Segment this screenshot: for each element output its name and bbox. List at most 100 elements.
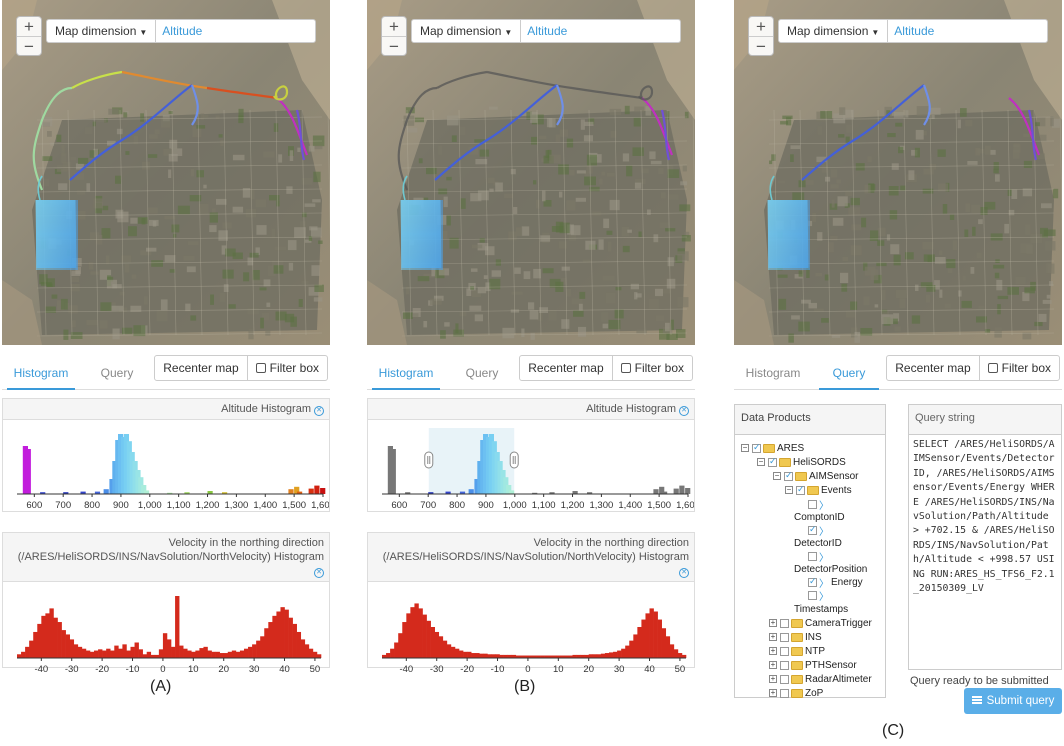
checkbox[interactable] [808,499,817,509]
checkbox[interactable] [780,646,789,656]
tree-node-aimsensor[interactable]: −AIMSensor [773,470,858,482]
tree-node-zop[interactable]: + ZoP [769,687,824,699]
zoom-out-button[interactable]: − [749,36,773,56]
map-texture [284,313,295,323]
checkbox[interactable] [784,470,793,481]
close-icon[interactable]: ✕ [679,406,689,416]
checkbox[interactable] [808,551,817,561]
map-texture [438,145,443,155]
tree-node-timestamps[interactable]: Timestamps [794,603,849,615]
satellite-map[interactable] [2,0,330,345]
tree-node-comptonid[interactable]: ComptonID [794,511,845,523]
chevron-right-icon[interactable]: 〉 [819,578,829,590]
zoom-out-button[interactable]: − [17,36,41,56]
map-dimension-dropdown[interactable]: Map dimension ▼ [47,20,157,42]
tree-node-events[interactable]: −Events [785,484,852,496]
map-texture [880,290,886,300]
chevron-right-icon[interactable]: 〉 [819,591,829,603]
tab-query[interactable]: Query [465,366,499,380]
map-view[interactable]: + − Map dimension ▼ Altitude [2,0,330,345]
map-texture [232,154,245,161]
checkbox[interactable] [780,674,789,684]
tree-node-detectorposition[interactable]: DetectorPosition [794,563,868,575]
altitude-histogram-chart[interactable]: 600 700 800 900 1,000 1,100 1,200 1,300 1,400 1,5… [368,420,700,512]
checkbox[interactable] [808,524,817,535]
submit-query-button[interactable]: Submit query [964,688,1062,714]
tree-node-pthsensor[interactable]: + PTHSensor [769,659,857,671]
checkbox[interactable] [780,618,789,628]
tree-leaf-toggle[interactable]: 〉 [808,550,831,564]
chevron-right-icon[interactable]: 〉 [819,552,829,564]
tree-node-ntp[interactable]: + NTP [769,645,825,657]
histogram-bar [548,655,553,658]
filter-box-toggle[interactable]: Filter box [246,356,327,380]
map-view[interactable]: + − Map dimension ▼ Altitude [367,0,695,345]
expand-icon[interactable]: + [769,632,777,641]
map-view[interactable]: + − Map dimension ▼ Altitude [734,0,1062,345]
expand-icon[interactable]: + [769,660,777,669]
zoom-in-button[interactable]: + [24,17,34,36]
tab-histogram[interactable]: Histogram [372,366,440,390]
map-texture [994,272,1000,279]
map-dimension-value[interactable]: Altitude [162,24,203,38]
expand-icon[interactable]: + [769,688,777,697]
tree-node-cameratrigger[interactable]: + CameraTrigger [769,617,872,629]
checkbox[interactable] [768,456,777,467]
map-dimension-dropdown[interactable]: Map dimension ▼ [779,20,889,42]
zoom-out-button[interactable]: − [382,36,406,56]
map-texture [1025,224,1031,235]
tab-query[interactable]: Query [819,366,879,390]
x-tick-label: 40 [279,664,290,675]
collapse-icon[interactable]: − [773,471,781,480]
tree-node-energy[interactable]: 〉Energy [808,576,863,590]
zoom-in-button[interactable]: + [389,17,399,36]
filter-box-toggle[interactable]: Filter box [978,356,1059,380]
histogram-bar [468,489,474,494]
checkbox[interactable] [808,590,817,600]
chevron-right-icon[interactable]: 〉 [819,526,829,538]
expand-icon[interactable]: + [769,618,777,627]
map-texture [451,135,457,142]
checkbox[interactable] [808,576,817,587]
x-tick-label: 1,300 [590,500,614,511]
tab-histogram[interactable]: Histogram [745,366,801,380]
recenter-map-button[interactable]: Recenter map [895,361,971,375]
recenter-map-button[interactable]: Recenter map [528,361,604,375]
expand-icon[interactable]: + [769,646,777,655]
zoom-in-button[interactable]: + [756,17,766,36]
expand-icon[interactable]: + [769,674,777,683]
close-icon[interactable]: ✕ [314,568,324,578]
tab-query[interactable]: Query [100,366,134,380]
collapse-icon[interactable]: − [785,485,793,494]
tree-node-detectorid[interactable]: DetectorID [794,537,842,549]
checkbox[interactable] [752,442,761,453]
recenter-map-button[interactable]: Recenter map [163,361,239,375]
satellite-map[interactable] [367,0,695,345]
tree-leaf-toggle[interactable]: 〉 [808,524,831,538]
checkbox[interactable] [780,632,789,642]
checkbox[interactable] [780,688,789,698]
filter-box-toggle[interactable]: Filter box [611,356,692,380]
tree-leaf-toggle[interactable]: 〉 [808,498,831,512]
tree-node-ares[interactable]: −ARES [741,442,804,454]
tree-node-ins[interactable]: + INS [769,631,822,643]
chevron-right-icon[interactable]: 〉 [819,500,829,512]
histogram-bar [195,650,200,658]
close-icon[interactable]: ✕ [314,406,324,416]
tree-leaf-toggle[interactable]: 〉 [808,589,831,603]
map-texture [792,192,805,202]
checkbox[interactable] [796,484,805,495]
tree-node-helisords[interactable]: −HeliSORDS [757,456,846,468]
road [825,109,831,336]
map-dimension-value[interactable]: Altitude [527,24,568,38]
query-string-textarea[interactable]: SELECT /ARES/HeliSORDS/AIMSensor/Events/… [913,439,1055,595]
close-icon[interactable]: ✕ [679,568,689,578]
map-dimension-dropdown[interactable]: Map dimension ▼ [412,20,522,42]
satellite-map[interactable] [734,0,1062,345]
tree-node-radaraltimeter[interactable]: + RadarAltimeter [769,673,872,685]
tab-histogram[interactable]: Histogram [7,366,75,390]
map-dimension-value[interactable]: Altitude [894,24,935,38]
collapse-icon[interactable]: − [741,443,749,452]
collapse-icon[interactable]: − [757,457,765,466]
checkbox[interactable] [780,660,789,670]
